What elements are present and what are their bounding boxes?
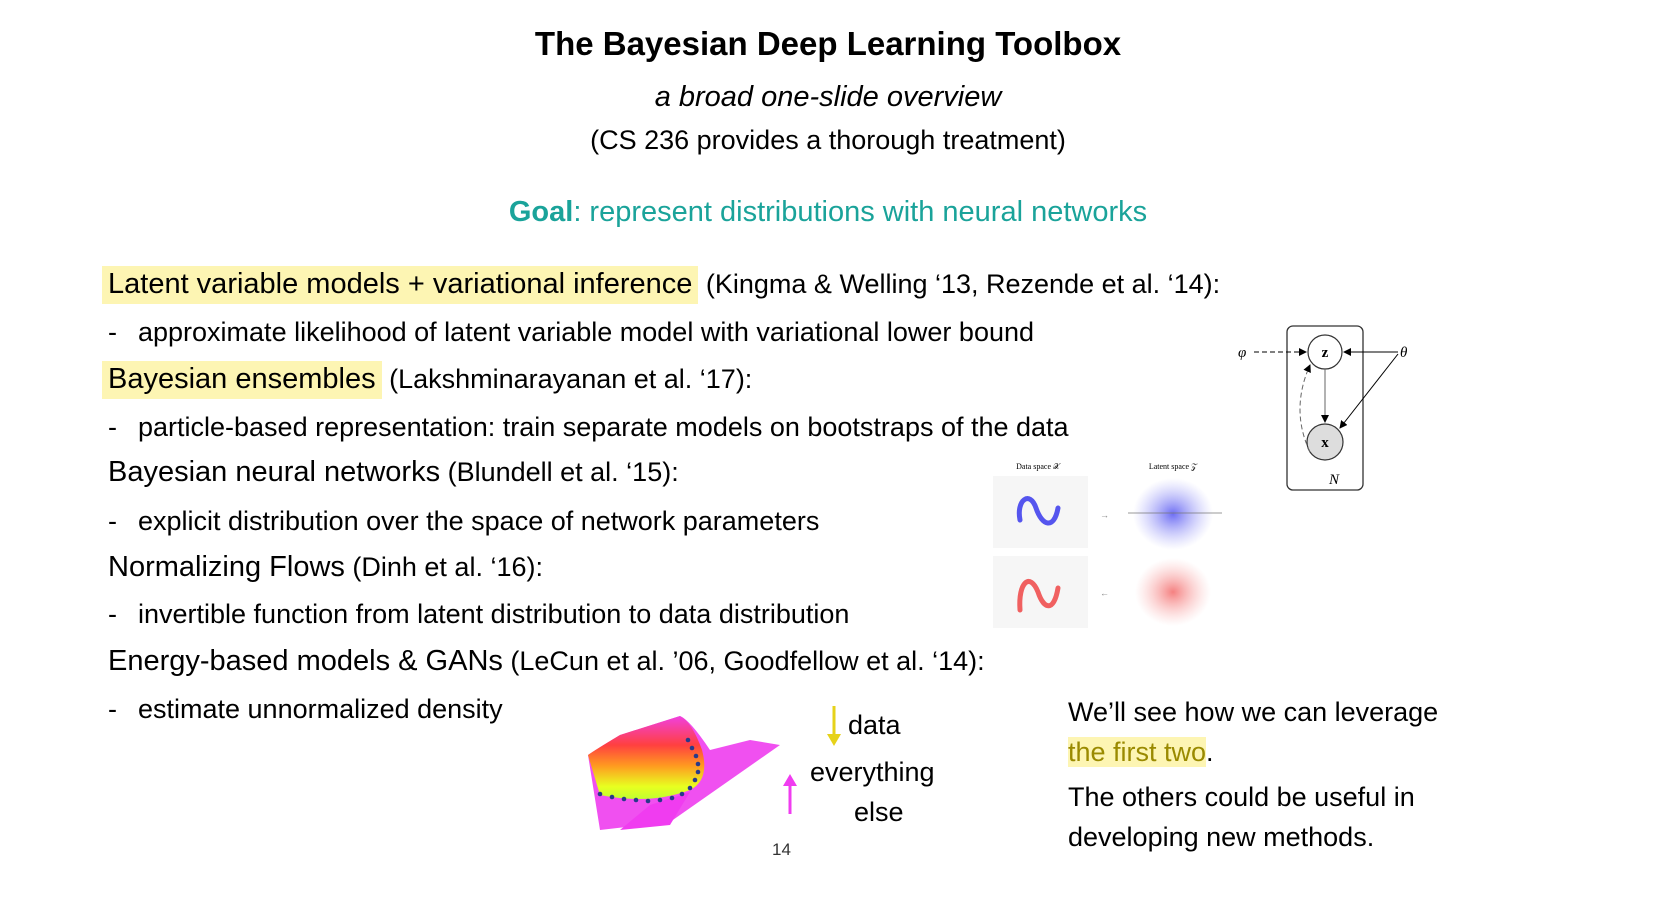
svg-text:←: ← bbox=[1100, 588, 1109, 598]
bullet-text: particle-based representation: train sep… bbox=[138, 412, 1069, 442]
item-ebm: Energy-based models & GANs (LeCun et al.… bbox=[108, 641, 985, 681]
item-citation: (Kingma & Welling ‘13, Rezende et al. ‘1… bbox=[698, 269, 1221, 299]
z-node-label: z bbox=[1322, 345, 1329, 361]
bullet-text: explicit distribution over the space of … bbox=[138, 506, 820, 536]
item-heading: Latent variable models + variational inf… bbox=[102, 266, 699, 304]
bullet-dash: - bbox=[108, 412, 117, 442]
everything-else-arrow-up-icon bbox=[783, 774, 797, 814]
closing-line1: We’ll see how we can leverage bbox=[1068, 697, 1439, 727]
page-number: 14 bbox=[772, 840, 791, 859]
latent-space-label: Latent space 𝒵 bbox=[1149, 462, 1198, 471]
item-ensembles: Bayesian ensembles (Lakshminarayanan et … bbox=[102, 359, 753, 399]
slide-note: (CS 236 provides a thorough treatment) bbox=[590, 125, 1066, 155]
legend-else: else bbox=[854, 797, 904, 827]
svg-text:→: → bbox=[1100, 510, 1109, 520]
bullet-text: approximate likelihood of latent variabl… bbox=[138, 317, 1035, 347]
x-node-label: x bbox=[1321, 435, 1329, 451]
phi-label: φ bbox=[1238, 345, 1246, 361]
item-heading: Bayesian neural networks bbox=[108, 456, 441, 488]
item-bullet: - approximate likelihood of latent variab… bbox=[108, 312, 1034, 352]
normalizing-flow-figure: Data space 𝒳 Latent space 𝒵 → ← bbox=[993, 462, 1222, 628]
legend-data: data bbox=[848, 710, 901, 740]
energy-surface-figure bbox=[588, 716, 780, 830]
item-bullet: - explicit distribution over the space of… bbox=[108, 501, 819, 541]
bullet-text: estimate unnormalized density bbox=[138, 694, 503, 724]
bullet-dash: - bbox=[108, 317, 117, 347]
bullet-dash: - bbox=[108, 506, 117, 536]
closing-line3: The others could be useful in bbox=[1068, 782, 1415, 812]
item-citation: (Blundell et al. ‘15): bbox=[440, 457, 679, 487]
closing-line4: developing new methods. bbox=[1068, 822, 1375, 852]
data-space-label: Data space 𝒳 bbox=[1016, 462, 1061, 471]
plate-label: N bbox=[1328, 472, 1340, 488]
item-bullet: - estimate unnormalized density bbox=[108, 689, 503, 729]
item-heading: Bayesian ensembles bbox=[102, 361, 382, 399]
vae-graphical-model: φ θ z x N bbox=[1238, 325, 1408, 491]
item-bnn: Bayesian neural networks (Blundell et al… bbox=[108, 452, 679, 492]
bullet-dash: - bbox=[108, 599, 117, 629]
item-citation: (Dinh et al. ‘16): bbox=[344, 552, 543, 582]
item-flows: Normalizing Flows (Dinh et al. ‘16): bbox=[108, 547, 543, 587]
theta-label: θ bbox=[1400, 345, 1408, 361]
item-bullet: - particle-based representation: train se… bbox=[108, 407, 1069, 447]
bullet-dash: - bbox=[108, 694, 117, 724]
closing-highlight: the first two bbox=[1068, 737, 1207, 767]
goal-label: Goal bbox=[508, 196, 574, 228]
data-arrow-down-icon bbox=[827, 706, 841, 746]
closing-period: . bbox=[1206, 737, 1214, 767]
slide-title: The Bayesian Deep Learning Toolbox bbox=[534, 25, 1122, 62]
item-heading: Energy-based models & GANs bbox=[108, 645, 503, 677]
item-bullet: - invertible function from latent distrib… bbox=[108, 594, 849, 634]
closing-line2: the first two. bbox=[1068, 732, 1214, 772]
item-lvm: Latent variable models + variational inf… bbox=[102, 264, 1221, 304]
goal-statement: Goal: represent distributions with neura… bbox=[0, 192, 1656, 232]
slide-subtitle: a broad one-slide overview bbox=[654, 81, 1002, 113]
item-citation: (LeCun et al. ’06, Goodfellow et al. ‘14… bbox=[502, 646, 985, 676]
goal-text: : represent distributions with neural ne… bbox=[573, 196, 1148, 228]
item-citation: (Lakshminarayanan et al. ‘17): bbox=[381, 364, 753, 394]
item-heading: Normalizing Flows bbox=[108, 551, 345, 583]
legend-everything: everything bbox=[810, 757, 935, 787]
bullet-text: invertible function from latent distribu… bbox=[138, 599, 850, 629]
